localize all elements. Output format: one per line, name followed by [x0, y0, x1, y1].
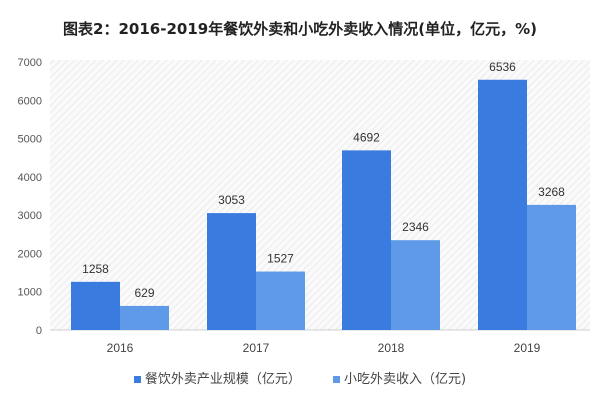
y-tick-label: 2000 [18, 248, 42, 260]
bar-2019-series-1 [478, 79, 527, 330]
bar-2017-series-1 [207, 213, 256, 330]
data-label: 629 [134, 286, 154, 300]
legend-item-series-1: 餐饮外卖产业规模（亿元） [133, 368, 301, 387]
data-label: 1258 [82, 262, 109, 276]
bar-2018-series-2 [391, 240, 440, 330]
legend-label: 小吃外卖收入（亿元) [344, 372, 467, 387]
legend: 餐饮外卖产业规模（亿元） 小吃外卖收入（亿元) [0, 368, 600, 387]
y-tick-label: 6000 [18, 95, 42, 107]
y-tick-label: 1000 [18, 287, 42, 299]
x-tick-label: 2017 [243, 341, 270, 355]
bar-2018-series-1 [342, 150, 391, 330]
legend-label: 餐饮外卖产业规模（亿元） [144, 372, 301, 387]
legend-swatch [333, 376, 341, 383]
y-tick-label: 0 [36, 325, 42, 337]
chart-title: 图表2：2016-2019年餐饮外卖和小吃外卖收入情况(单位，亿元，%) [63, 20, 537, 38]
data-label: 3268 [538, 185, 565, 199]
legend-item-series-2: 小吃外卖收入（亿元) [333, 368, 466, 387]
bar-2019-series-2 [527, 204, 576, 330]
x-tick-label: 2016 [107, 341, 134, 355]
data-label: 1527 [267, 252, 294, 266]
y-tick-label: 7000 [18, 57, 42, 69]
x-tick-label: 2019 [514, 341, 541, 355]
legend-swatch [133, 376, 141, 383]
data-label: 4692 [353, 130, 380, 144]
data-label: 6536 [489, 60, 516, 74]
bar-2016-series-2 [120, 305, 169, 330]
data-label: 3053 [218, 193, 245, 207]
data-label: 2346 [402, 220, 429, 234]
y-tick-label: 3000 [18, 210, 42, 222]
bar-2017-series-2 [256, 271, 305, 330]
x-tick-label: 2018 [378, 341, 405, 355]
y-tick-label: 4000 [18, 172, 42, 184]
y-tick-label: 5000 [18, 134, 42, 146]
bar-2016-series-1 [71, 281, 120, 330]
